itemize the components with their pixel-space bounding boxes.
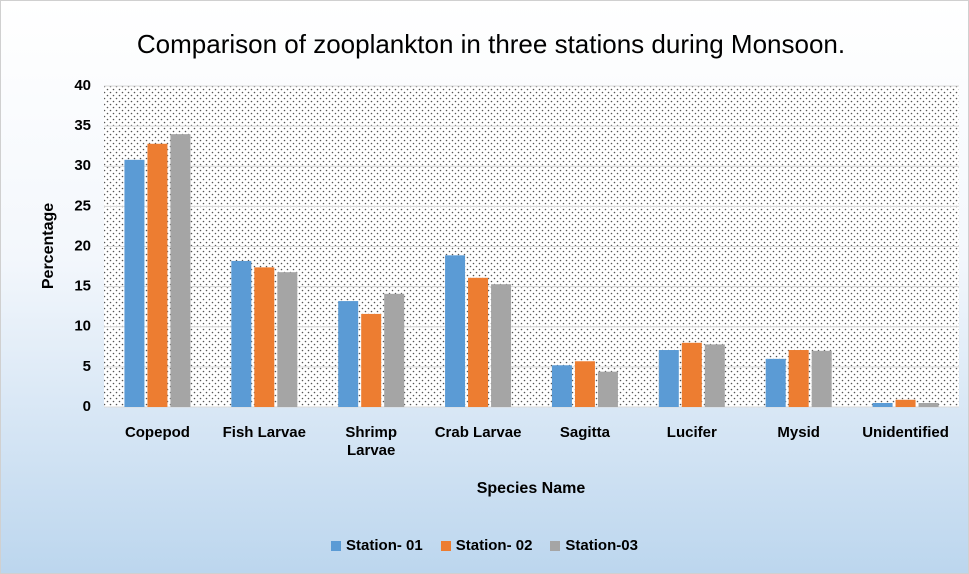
legend-item: Station-03	[550, 537, 638, 554]
bar	[788, 350, 809, 407]
bar	[124, 159, 145, 407]
bar	[491, 284, 512, 407]
x-tick-label: Lucifer	[666, 424, 717, 441]
y-tick-label: 20	[74, 237, 91, 254]
x-axis-title: Species Name	[477, 480, 586, 497]
y-axis-title: Percentage	[40, 203, 57, 289]
y-tick-label: 15	[74, 278, 91, 295]
bar	[574, 361, 595, 407]
y-tick-label: 30	[74, 157, 91, 174]
y-tick-label: 10	[74, 318, 91, 335]
x-tick-label: Mysid	[777, 424, 820, 441]
x-tick-label: Fish Larvae	[222, 424, 306, 441]
bar	[765, 358, 786, 407]
legend-item: Station- 01	[331, 537, 423, 554]
x-tick-label: Crab Larvae	[434, 424, 522, 441]
bar	[597, 371, 618, 407]
bar	[681, 342, 702, 407]
x-tick-label: Shrimp Larvae	[345, 424, 398, 459]
y-tick-label: 35	[74, 117, 91, 134]
bar	[338, 301, 359, 407]
bar	[384, 293, 405, 407]
legend-item: Station- 02	[440, 537, 533, 554]
legend-swatch	[331, 540, 342, 551]
y-tick-label: 5	[83, 358, 91, 375]
x-tick-label: Unidentified	[862, 424, 949, 441]
bar	[445, 255, 466, 407]
legend-swatch	[550, 540, 561, 551]
y-tick-label: 40	[74, 77, 91, 94]
bar	[895, 399, 916, 407]
chart-title: Comparison of zooplankton in three stati…	[137, 29, 845, 59]
legend-swatch	[440, 540, 451, 551]
legend: Station- 01 Station- 02 Station-03	[1, 537, 968, 554]
x-tick-label: Sagitta	[559, 424, 610, 441]
bar	[254, 267, 275, 407]
legend-label: Station- 01	[346, 537, 423, 554]
y-tick-label: 25	[74, 197, 91, 214]
legend-label: Station-03	[565, 537, 638, 554]
bar	[551, 365, 572, 407]
bar	[277, 272, 298, 407]
bar	[872, 402, 893, 407]
bar	[811, 350, 832, 407]
bar	[170, 134, 191, 407]
x-tick-label: Copepod	[124, 424, 190, 441]
legend-label: Station- 02	[455, 537, 533, 554]
bar	[147, 143, 168, 407]
y-tick-label: 0	[83, 398, 91, 415]
bar	[918, 402, 939, 407]
bar	[704, 344, 725, 407]
bar	[658, 350, 679, 407]
bar	[468, 277, 489, 407]
bar	[231, 260, 252, 407]
bar	[361, 313, 382, 407]
